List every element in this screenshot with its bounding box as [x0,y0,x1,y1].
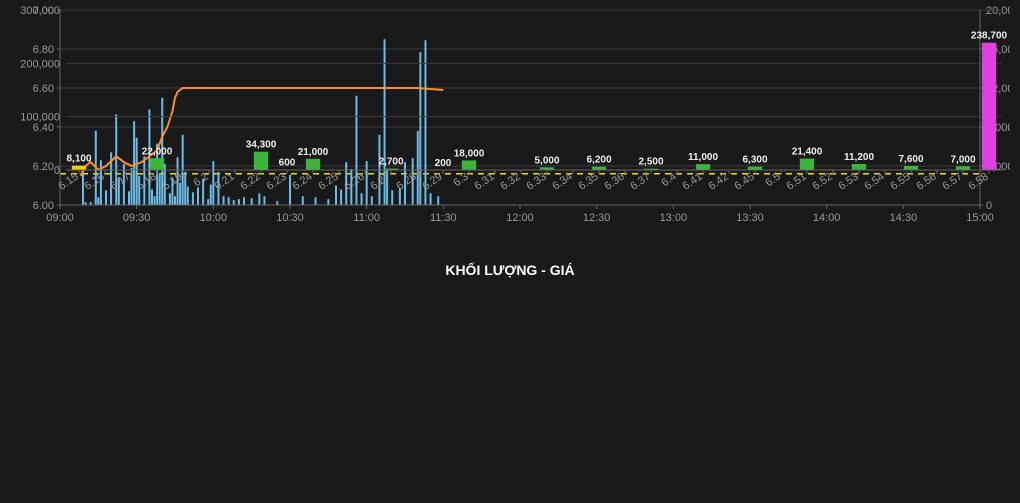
svg-text:21,000: 21,000 [298,147,329,158]
svg-text:09:00: 09:00 [46,212,74,224]
svg-text:7,000: 7,000 [950,154,975,165]
svg-text:6.22: 6.22 [238,171,262,193]
svg-text:6.57: 6.57 [940,171,964,193]
svg-text:6.4: 6.4 [659,171,678,190]
svg-text:10:00: 10:00 [200,212,228,224]
svg-text:7,600: 7,600 [898,154,923,165]
svg-text:6.51: 6.51 [784,171,808,193]
svg-text:6,200: 6,200 [586,155,611,166]
svg-text:6.31: 6.31 [472,171,496,193]
svg-text:10:30: 10:30 [276,212,304,224]
svg-text:6.25: 6.25 [316,171,340,193]
svg-text:11,200: 11,200 [844,152,874,163]
svg-text:11:30: 11:30 [430,212,457,224]
svg-text:6.16: 6.16 [82,171,106,193]
svg-text:8,100: 8,100 [66,154,91,165]
svg-text:600: 600 [279,158,296,169]
svg-text:6.42: 6.42 [706,171,730,193]
svg-text:6.00: 6.00 [33,200,54,212]
svg-text:100,000: 100,000 [20,112,60,124]
svg-text:34,300: 34,300 [246,140,277,151]
svg-text:6.18: 6.18 [134,171,158,193]
svg-text:6.21: 6.21 [212,171,236,193]
svg-text:14:30: 14:30 [890,212,918,224]
volume-bar [150,158,164,170]
svg-text:0: 0 [986,200,992,212]
svg-text:12:30: 12:30 [583,212,611,224]
svg-text:6.29: 6.29 [420,171,444,193]
svg-text:5,000: 5,000 [534,155,559,166]
volume-bar [748,167,762,170]
svg-text:6.35: 6.35 [576,171,600,193]
svg-text:6.56: 6.56 [914,171,938,193]
volume-bar [72,166,86,170]
svg-text:6.23: 6.23 [264,171,288,193]
svg-text:6.19: 6.19 [160,171,184,193]
section-title: KHỐI LƯỢNG - GIÁ [0,262,1020,278]
volume-bar [956,166,970,170]
volume-bar [462,160,476,170]
svg-text:14:00: 14:00 [813,212,841,224]
svg-text:21,400: 21,400 [792,147,823,158]
svg-text:200: 200 [435,158,452,169]
svg-text:6.2: 6.2 [191,171,210,190]
svg-text:15:00: 15:00 [966,212,994,224]
volume-bar [982,43,996,170]
svg-text:6.45: 6.45 [732,171,756,193]
svg-text:238,700: 238,700 [971,31,1008,42]
svg-text:6.27: 6.27 [368,171,392,193]
svg-text:6.3: 6.3 [451,171,470,190]
svg-text:11,000: 11,000 [688,152,718,163]
volume-bar [904,166,918,170]
svg-text:2,700: 2,700 [378,157,403,168]
svg-text:6.32: 6.32 [498,171,522,193]
svg-text:6.37: 6.37 [628,171,652,193]
svg-text:6.55: 6.55 [888,171,912,193]
svg-text:6.24: 6.24 [290,171,314,193]
volume-bar [306,159,320,170]
svg-text:6.26: 6.26 [342,171,366,193]
svg-text:6.28: 6.28 [394,171,418,193]
svg-text:22,000: 22,000 [142,146,173,157]
svg-text:13:30: 13:30 [736,212,764,224]
svg-text:13:00: 13:00 [660,212,688,224]
volume-bar [800,159,814,170]
svg-text:6.17: 6.17 [108,171,132,193]
svg-text:200,000: 200,000 [20,58,60,70]
svg-text:11:00: 11:00 [353,212,380,224]
svg-text:6.41: 6.41 [680,171,704,193]
svg-text:18,000: 18,000 [454,148,485,159]
svg-text:6,300: 6,300 [742,155,767,166]
volume-bar [254,152,268,170]
volume-bar [852,164,866,170]
svg-text:6.54: 6.54 [862,171,886,193]
svg-text:6.33: 6.33 [524,171,548,193]
svg-text:6.5: 6.5 [763,171,782,190]
svg-text:2,500: 2,500 [638,157,663,168]
svg-text:0: 0 [54,165,60,177]
svg-text:6.34: 6.34 [550,171,574,193]
volume-price-chart: 8,100 22,000 34,30060021,000 2,700 20018,000… [10,0,1010,200]
svg-text:6.53: 6.53 [836,171,860,193]
svg-text:6.36: 6.36 [602,171,626,193]
volume-bar [696,164,710,170]
svg-text:300,000: 300,000 [20,5,60,17]
svg-text:6.58: 6.58 [966,171,990,193]
svg-text:6.52: 6.52 [810,171,834,193]
svg-text:12:00: 12:00 [506,212,534,224]
svg-text:09:30: 09:30 [123,212,151,224]
